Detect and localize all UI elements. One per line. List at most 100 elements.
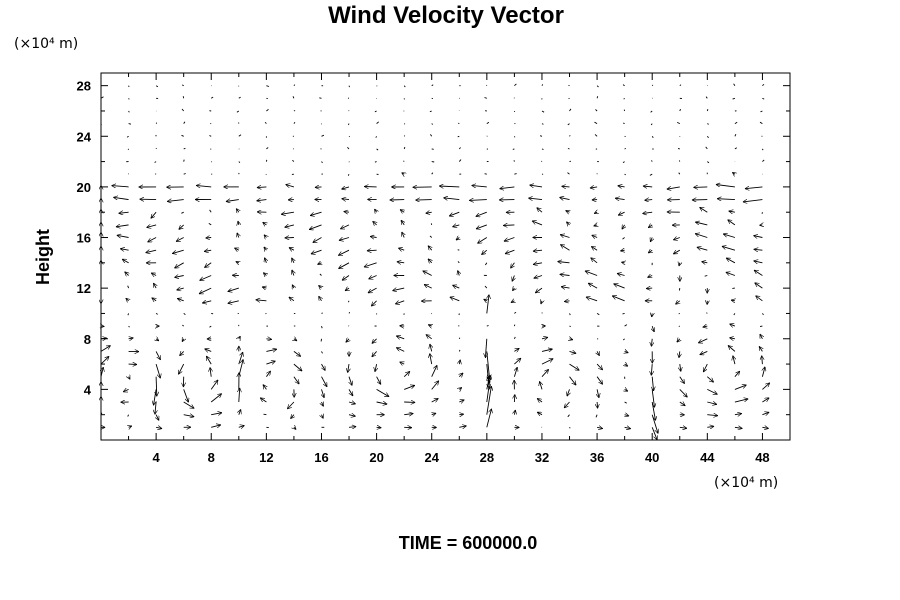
wind-vector xyxy=(236,209,239,213)
wind-vector xyxy=(484,298,487,301)
x-tick-label: 12 xyxy=(259,450,273,465)
wind-vector xyxy=(152,298,156,301)
time-label: TIME = 600000.0 xyxy=(399,533,538,553)
wind-vector xyxy=(486,121,490,124)
wind-vector xyxy=(156,376,157,397)
wind-vector xyxy=(651,338,652,347)
wind-vector xyxy=(119,212,129,213)
x-tick-label: 44 xyxy=(700,450,715,465)
wind-vector xyxy=(266,349,277,351)
wind-vector xyxy=(702,363,708,372)
wind-vector xyxy=(211,413,222,415)
wind-vector xyxy=(210,394,222,403)
wind-vector xyxy=(624,173,626,176)
wind-vector xyxy=(310,211,322,215)
wind-vector xyxy=(762,427,768,428)
wind-vector xyxy=(319,285,322,288)
wind-vector xyxy=(375,209,377,212)
wind-vector xyxy=(311,249,322,254)
wind-vector xyxy=(566,211,570,213)
wind-vector xyxy=(342,275,350,281)
wind-vector xyxy=(264,235,266,238)
wind-vector xyxy=(403,160,405,162)
wind-vector xyxy=(617,273,625,275)
wind-vector xyxy=(511,301,515,304)
wind-vector xyxy=(476,211,487,216)
wind-vector xyxy=(472,185,487,187)
wind-vector xyxy=(209,209,212,213)
wind-vector xyxy=(426,335,432,340)
wind-vector xyxy=(370,236,377,237)
wind-vector xyxy=(484,285,488,289)
wind-vector xyxy=(514,311,517,314)
wind-vector xyxy=(148,237,157,243)
wind-vector xyxy=(541,358,553,365)
wind-vector xyxy=(238,359,243,377)
wind-vector xyxy=(707,161,710,164)
wind-vector xyxy=(313,237,322,243)
wind-vector xyxy=(541,349,553,351)
wind-vector xyxy=(392,288,405,291)
wind-vector xyxy=(129,426,132,427)
wind-vector xyxy=(620,250,624,251)
wind-vector xyxy=(695,222,708,226)
wind-vector xyxy=(154,161,157,163)
wind-vector xyxy=(291,285,294,289)
wind-vector xyxy=(706,109,709,112)
wind-vector xyxy=(469,200,487,201)
wind-vector xyxy=(373,221,377,225)
wind-vector xyxy=(597,351,600,355)
wind-vector xyxy=(459,414,464,415)
wind-vector xyxy=(621,225,625,229)
wind-vector xyxy=(204,250,212,251)
wind-vector xyxy=(211,425,221,428)
wind-vector xyxy=(734,385,747,390)
wind-vector xyxy=(376,402,388,404)
wind-vector xyxy=(743,200,763,202)
wind-vector xyxy=(458,147,461,150)
wind-vector xyxy=(762,383,769,390)
wind-vector xyxy=(128,110,130,113)
wind-vector xyxy=(560,274,570,275)
wind-vector xyxy=(319,97,322,99)
wind-vector xyxy=(762,412,769,415)
wind-vector xyxy=(181,211,184,214)
wind-vector xyxy=(262,287,266,288)
wind-vector xyxy=(678,312,680,315)
wind-vector xyxy=(428,259,432,263)
wind-vector xyxy=(127,148,129,150)
wind-vector xyxy=(257,200,267,201)
wind-vector xyxy=(348,402,356,404)
wind-vector xyxy=(561,287,570,288)
wind-vector xyxy=(286,185,295,187)
wind-vector xyxy=(371,300,377,306)
wind-vector xyxy=(265,258,267,263)
wind-vector xyxy=(594,121,598,124)
wind-vector xyxy=(457,249,460,251)
wind-vector xyxy=(431,84,434,87)
x-unit-label: (×10⁴ m) xyxy=(714,475,778,491)
wind-vector xyxy=(426,212,432,213)
wind-vector xyxy=(181,339,184,342)
wind-vector xyxy=(292,96,295,99)
wind-vector xyxy=(734,121,738,124)
wind-vector xyxy=(309,224,322,230)
wind-vector xyxy=(537,411,543,415)
wind-vector xyxy=(594,225,598,226)
x-tick-label: 36 xyxy=(590,450,604,465)
wind-vector xyxy=(622,312,625,315)
wind-vector xyxy=(294,339,297,341)
wind-vector xyxy=(293,351,301,356)
wind-vector xyxy=(347,123,350,126)
wind-vector xyxy=(457,135,460,138)
x-tick-label: 4 xyxy=(153,450,161,465)
wind-vector xyxy=(755,283,763,289)
wind-vector xyxy=(257,187,267,188)
wind-vector xyxy=(113,197,129,199)
wind-vector xyxy=(183,313,186,315)
wind-vector xyxy=(403,85,406,88)
wind-vector xyxy=(597,389,599,398)
wind-vector xyxy=(179,224,185,230)
wind-vector xyxy=(651,160,653,162)
wind-vector xyxy=(236,262,239,263)
